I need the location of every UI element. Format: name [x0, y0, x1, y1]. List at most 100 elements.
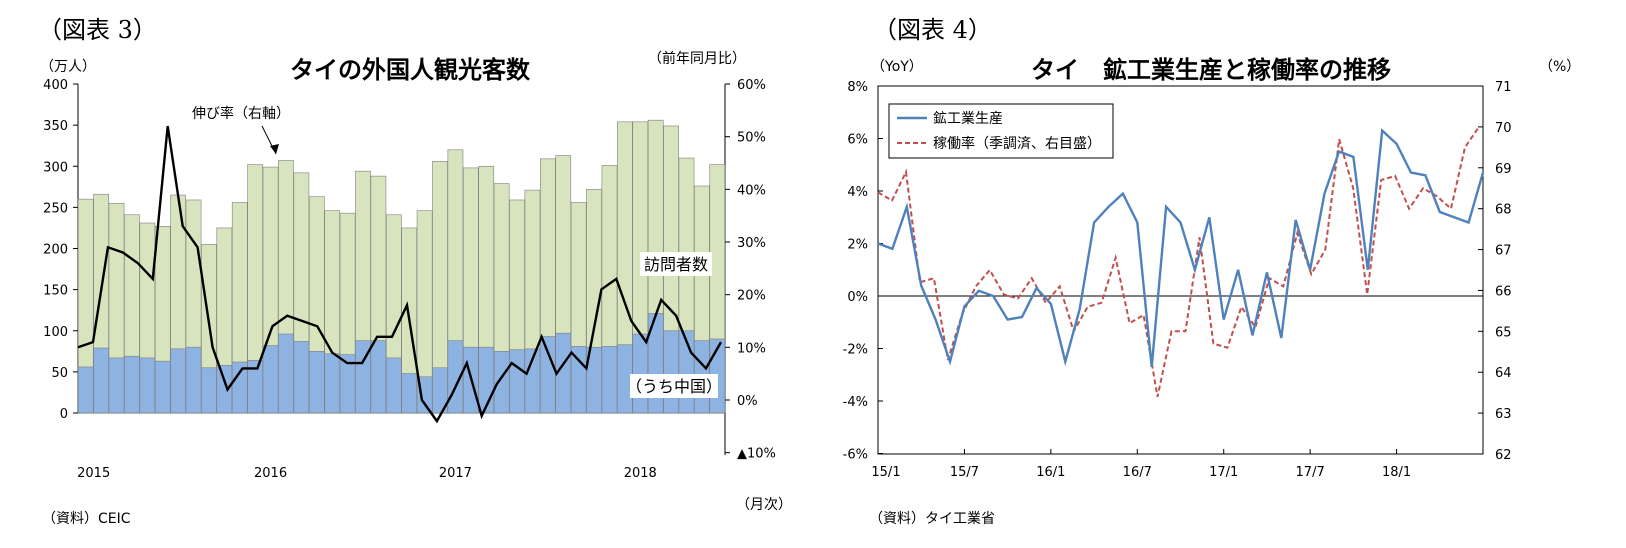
bar-china [570, 346, 587, 414]
y-right-tick-label: 0% [737, 394, 758, 409]
label-china-bg [630, 374, 718, 398]
bar-china [77, 366, 94, 414]
bar-china [539, 336, 556, 414]
x-tick-label: 16/7 [1123, 465, 1152, 480]
annotation-arrow-head [270, 144, 279, 154]
utilization-line [877, 126, 1480, 398]
legend-box [888, 103, 1114, 159]
plot-frame [877, 85, 1484, 455]
bar-china [385, 357, 402, 414]
y-left-tick-label: 4% [847, 185, 868, 200]
bar-china [432, 367, 448, 414]
bar-china [524, 348, 541, 414]
bar-china [278, 333, 294, 414]
y-left-tick-label: -6% [843, 448, 868, 463]
x-tick-label: 17/1 [1209, 465, 1238, 480]
figure-panel-left: （図表 3） タイの外国人観光客数 （万人） （前年同月比） （月次） （資料）… [38, 16, 792, 527]
bar-china [247, 360, 264, 414]
y-right-tick-label: 66 [1495, 284, 1512, 299]
tourist-chart: 400 350 300 250 200 150 100 50 0 60% 50% 40% 30% 20% 1… [43, 78, 776, 481]
label-china: （うち中国） [626, 377, 722, 396]
bar-china [124, 355, 140, 414]
y-left-tick-label: 0% [847, 290, 868, 305]
bar-china [262, 345, 279, 414]
figure-label: （図表 4） [873, 16, 992, 44]
left-axis-unit: （万人） [40, 59, 96, 75]
x-tick-label: 18/1 [1382, 465, 1411, 480]
y-left-tick-label: 100 [43, 325, 68, 340]
x-tick-label: 17/7 [1296, 465, 1325, 480]
bar-china [185, 346, 202, 414]
bar-china [370, 340, 387, 414]
y-right-tick-label: 62 [1495, 448, 1512, 463]
bar-china [154, 360, 171, 414]
production-line [877, 128, 1485, 368]
bar-china [632, 333, 649, 414]
bar-china [401, 373, 418, 414]
annotation-growth-rate: 伸び率（右軸） [192, 105, 290, 122]
bar-china [308, 351, 325, 414]
bar-china [586, 346, 602, 414]
bar-china [324, 353, 341, 414]
bar-china [170, 348, 186, 414]
y-left-tick-label: 6% [847, 133, 868, 148]
x-tick-label: 15/1 [871, 465, 900, 480]
legend-label-production: 鉱工業生産 [933, 110, 1003, 127]
label-visitors: 訪問者数 [644, 255, 708, 274]
y-left-tick-label: 8% [847, 80, 868, 95]
x-axis-unit: （月次） [736, 497, 792, 513]
y-left-tick-label: 300 [43, 160, 68, 175]
y-left-tick-label: 2% [847, 238, 868, 253]
y-right-tick-label: 64 [1495, 366, 1512, 381]
bar-china [509, 349, 525, 414]
y-right-tick-label: 10% [737, 341, 766, 356]
x-tick-label: 2016 [254, 466, 287, 481]
bar-china [293, 341, 310, 414]
y-right-tick-label: 30% [737, 236, 766, 251]
y-right-tick-label: 69 [1495, 162, 1512, 177]
y-right-tick-label: 63 [1495, 407, 1512, 422]
y-right-tick-label: 70 [1495, 121, 1512, 136]
y-right-tick-label: 65 [1495, 325, 1512, 340]
production-chart: 8% 6% 4% 2% 0% -2% -4% -6% 71 70 69 68 67 66 65 64 63 62 1… [843, 80, 1512, 480]
figure-label: （図表 3） [38, 16, 157, 44]
y-right-tick-label: 50% [737, 131, 766, 146]
x-tick-label: 2017 [439, 466, 472, 481]
growth-rate-line [77, 125, 723, 424]
bar-china [478, 346, 495, 414]
legend-label-utilization: 稼働率（季調済、右目盛） [933, 135, 1101, 152]
bar-china [201, 367, 217, 414]
figure-panel-right: （図表 4） タイ 鉱工業生産と稼働率の推移 （YoY） （%） （資料）タイ工… [813, 0, 1626, 548]
x-tick-label: 16/1 [1036, 465, 1065, 480]
left-axis-unit: （YoY） [871, 59, 923, 75]
label-visitors-bg [640, 252, 712, 276]
y-left-tick-label: 150 [43, 284, 68, 299]
x-tick-label: 2015 [77, 466, 110, 481]
y-left-tick-label: 50 [51, 366, 68, 381]
y-right-tick-label: 60% [737, 78, 766, 93]
bar-china [493, 351, 510, 414]
y-right-tick-label: 40% [737, 183, 766, 198]
bar-china [139, 357, 156, 414]
y-right-tick-label: 71 [1495, 80, 1512, 95]
bar-china [216, 364, 233, 414]
bar-china [355, 340, 371, 414]
y-right-tick-label: ▲10% [737, 447, 776, 462]
bar-china [663, 330, 679, 414]
source-note: （資料）タイ工業省 [869, 511, 995, 527]
y-left-tick-label: -2% [843, 343, 868, 358]
y-right-tick-label: 20% [737, 289, 766, 304]
y-left-tick-label: 250 [43, 201, 68, 216]
y-right-tick-label: 67 [1495, 244, 1512, 259]
bar-china [108, 357, 125, 414]
y-left-tick-label: -4% [843, 395, 868, 410]
bar-china [601, 346, 618, 414]
bar-china [339, 354, 356, 414]
x-tick-label: 15/7 [950, 465, 979, 480]
y-left-tick-label: 200 [43, 243, 68, 258]
y-right-tick-label: 68 [1495, 203, 1512, 218]
right-axis-unit: （前年同月比） [648, 51, 746, 67]
y-left-tick-label: 350 [43, 119, 68, 134]
right-axis-unit: （%） [1539, 59, 1581, 75]
y-left-tick-label: 400 [43, 78, 68, 93]
